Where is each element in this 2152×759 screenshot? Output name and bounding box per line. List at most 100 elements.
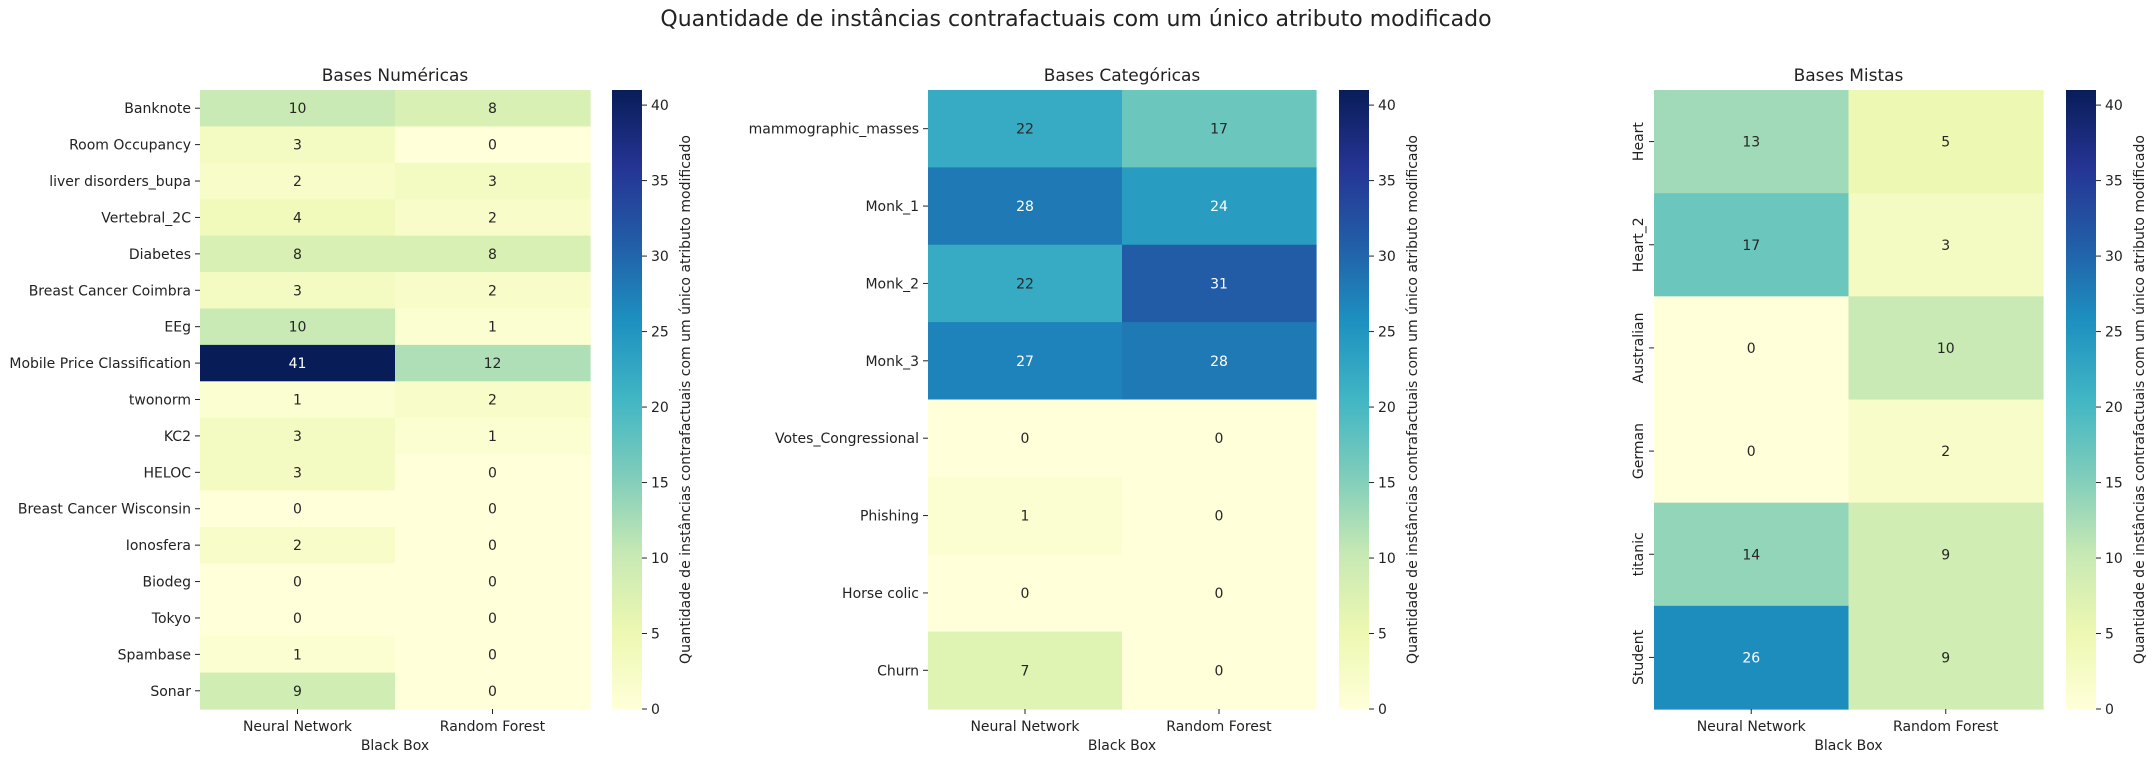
- x-tick-label: Random Forest: [440, 719, 546, 735]
- cell-value-label: 14: [1742, 547, 1760, 563]
- heatmap-cell: [928, 244, 1123, 323]
- y-tick-label: KC2: [164, 429, 191, 445]
- heatmap-cell: [395, 636, 591, 674]
- y-tick-label: Heart_2: [1631, 217, 1647, 272]
- cell-value-label: 10: [1937, 341, 1955, 357]
- cell-value-label: 2: [293, 174, 302, 190]
- cell-value-label: 2: [488, 210, 497, 226]
- cell-value-label: 9: [1941, 547, 1950, 563]
- cell-value-label: 0: [488, 575, 497, 591]
- heatmap-cell: [200, 636, 396, 674]
- heatmap-cell: [928, 322, 1123, 401]
- colorbar-tick-label: 25: [2105, 325, 2123, 341]
- cell-value-label: 0: [1215, 663, 1224, 679]
- y-tick-label: Room Occupancy: [69, 138, 191, 154]
- heatmap-cell: [395, 381, 591, 419]
- heatmap-cell: [200, 454, 396, 492]
- y-tick-label: Diabetes: [129, 247, 191, 263]
- cell-value-label: 3: [1941, 238, 1950, 254]
- heatmap-cell: [395, 672, 591, 710]
- cell-value-label: 2: [293, 538, 302, 554]
- colorbar-tick-label: 0: [2105, 702, 2114, 718]
- heatmap-cell: [200, 526, 396, 564]
- heatmap-cell: [200, 381, 396, 419]
- heatmap-cell: [200, 90, 396, 128]
- y-tick-label: Student: [1631, 629, 1647, 685]
- y-tick-label: Monk_2: [865, 276, 919, 292]
- y-tick-label: Monk_1: [865, 199, 919, 215]
- heatmap-cell: [1848, 90, 2044, 194]
- cell-value-label: 2: [488, 283, 497, 299]
- colorbar-tick-label: 35: [651, 174, 669, 190]
- heatmap-cell: [1122, 90, 1317, 168]
- heatmap-cell: [395, 162, 591, 200]
- cell-value-label: 10: [289, 101, 307, 117]
- heatmap-cell: [1848, 605, 2044, 710]
- cell-value-label: 0: [1215, 586, 1224, 602]
- x-axis-label: Black Box: [361, 738, 429, 754]
- y-tick-label: Heart: [1631, 122, 1647, 161]
- colorbar-tick-label: 10: [2105, 551, 2123, 567]
- heatmap-cell: [928, 399, 1123, 478]
- y-tick-label: Churn: [877, 663, 919, 679]
- cell-value-label: 0: [488, 502, 497, 518]
- heatmap-cell: [1654, 502, 1850, 607]
- x-tick-label: Neural Network: [243, 719, 353, 735]
- cell-value-label: 0: [1747, 444, 1756, 460]
- cell-value-label: 0: [1021, 586, 1030, 602]
- colorbar-tick-label: 20: [651, 400, 669, 416]
- heatmap-cell: [1654, 193, 1850, 297]
- cell-value-label: 1: [293, 393, 302, 409]
- colorbar-tick-label: 25: [651, 325, 669, 341]
- heatmap-cell: [1654, 296, 1850, 401]
- heatmap-cell: [395, 308, 591, 346]
- y-tick-label: German: [1631, 423, 1647, 479]
- y-tick-label: Breast Cancer Wisconsin: [18, 502, 191, 518]
- heatmap-cell: [928, 476, 1123, 555]
- colorbar: [612, 90, 642, 709]
- heatmap-cell: [200, 126, 396, 164]
- cell-value-label: 7: [1021, 663, 1030, 679]
- heatmap-cell: [1122, 631, 1317, 710]
- heatmap-cell: [200, 599, 396, 637]
- cell-value-label: 10: [289, 320, 307, 336]
- cell-value-label: 0: [488, 684, 497, 700]
- y-tick-label: Votes_Congressional: [775, 431, 919, 447]
- colorbar-label: Quantidade de instâncias contrafactuais …: [1405, 135, 1421, 664]
- cell-value-label: 26: [1742, 650, 1760, 666]
- cell-value-label: 0: [293, 502, 302, 518]
- cell-value-label: 0: [488, 138, 497, 154]
- cell-value-label: 17: [1210, 122, 1228, 138]
- colorbar-tick-label: 35: [1378, 174, 1396, 190]
- cell-value-label: 3: [293, 429, 302, 445]
- y-tick-label: Banknote: [124, 101, 191, 117]
- heatmap-cell: [395, 417, 591, 455]
- colorbar-label: Quantidade de instâncias contrafactuais …: [2132, 135, 2148, 664]
- heatmap-cell: [928, 631, 1123, 710]
- heatmap-cell: [200, 490, 396, 528]
- y-tick-label: Mobile Price Classification: [9, 356, 191, 372]
- colorbar-tick-label: 15: [2105, 476, 2123, 492]
- heatmap-cell: [1122, 167, 1317, 246]
- cell-value-label: 0: [488, 611, 497, 627]
- y-tick-label: Monk_3: [865, 354, 919, 370]
- y-tick-label: Tokyo: [151, 611, 191, 627]
- colorbar: [1339, 90, 1369, 709]
- heatmap-cell: [1848, 399, 2044, 504]
- x-tick-label: Neural Network: [1697, 719, 1807, 735]
- colorbar-tick-label: 30: [651, 249, 669, 265]
- colorbar-tick-label: 10: [1378, 551, 1396, 567]
- heatmap-cell: [200, 272, 396, 310]
- cell-value-label: 12: [484, 356, 502, 372]
- cell-value-label: 3: [293, 138, 302, 154]
- colorbar-tick-label: 40: [1378, 98, 1396, 114]
- y-tick-label: Horse colic: [842, 586, 919, 602]
- colorbar-tick-label: 40: [651, 98, 669, 114]
- cell-value-label: 4: [293, 210, 302, 226]
- heatmap-cell: [395, 526, 591, 564]
- colorbar-tick-label: 0: [651, 702, 660, 718]
- y-tick-label: Ionosfera: [126, 538, 191, 554]
- heatmap-cell: [395, 272, 591, 310]
